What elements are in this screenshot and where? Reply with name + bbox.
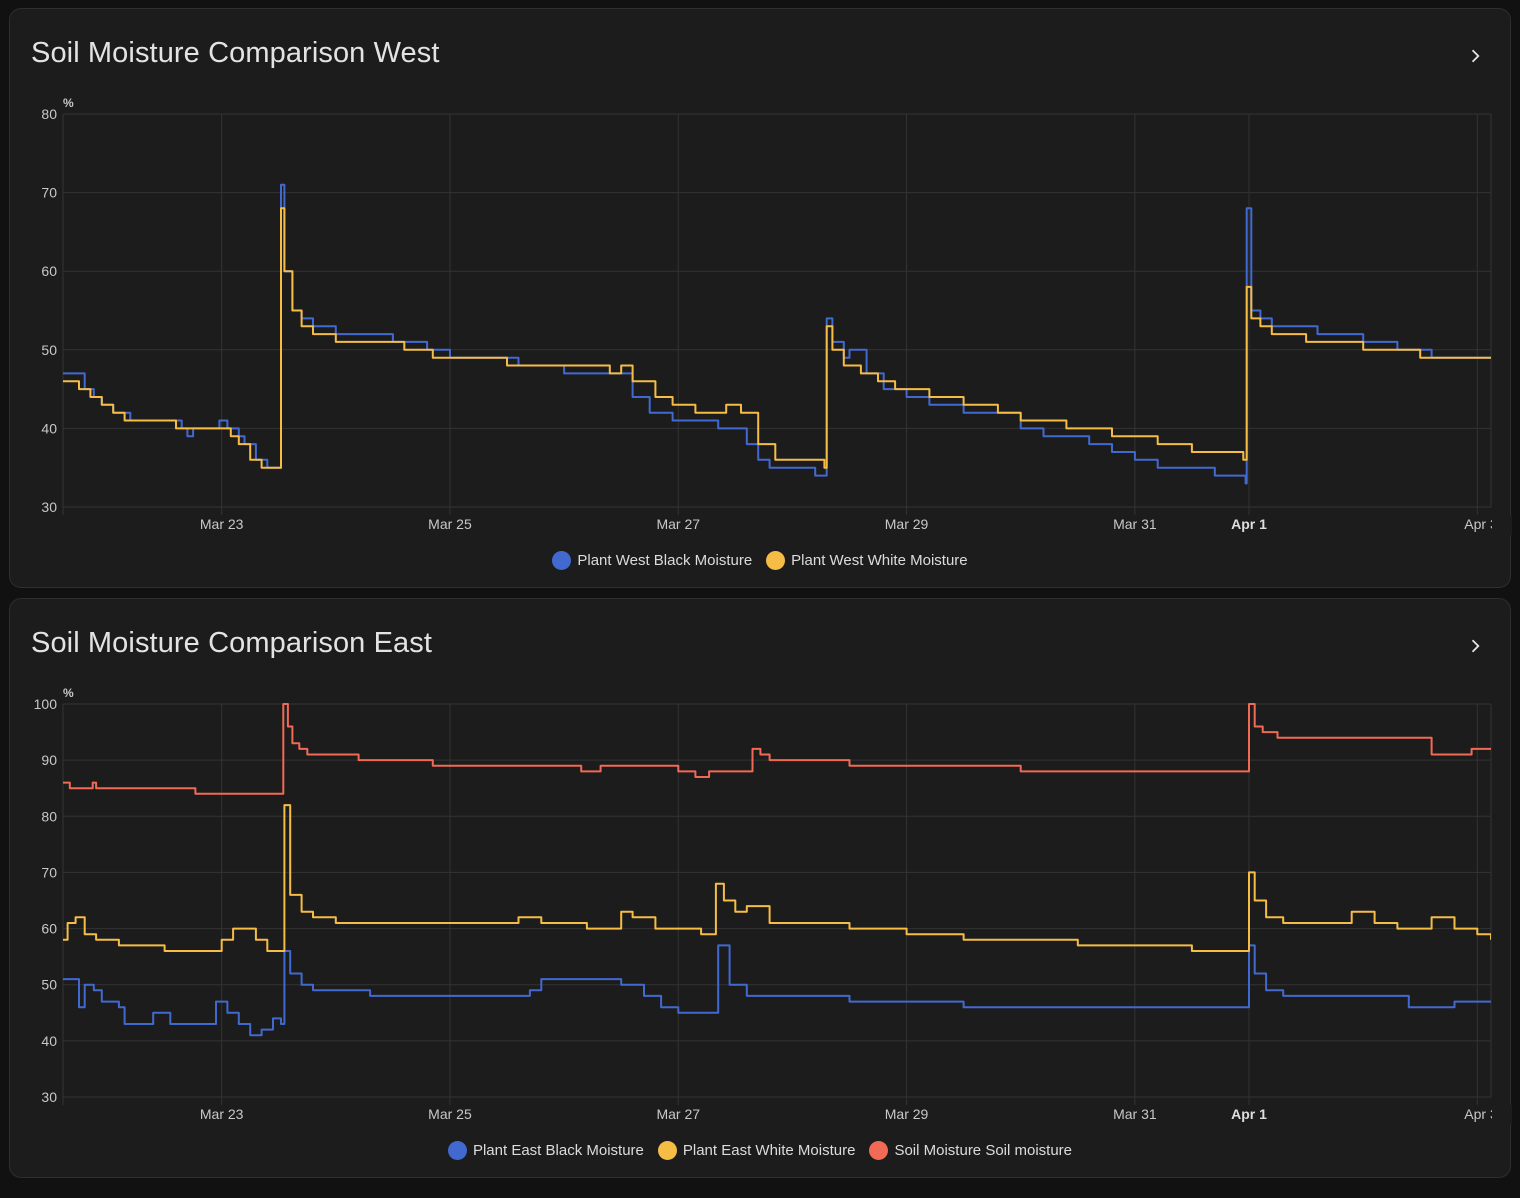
legend-item-plant-west-black[interactable]: Plant West Black Moisture (552, 551, 752, 570)
x-tick-label: Mar 25 (428, 1106, 472, 1122)
y-unit-label: % (63, 686, 74, 700)
legend-label: Plant East Black Moisture (472, 1142, 644, 1159)
x-tick-label: Mar 23 (200, 1106, 244, 1122)
x-tick-label: Mar 27 (656, 1106, 700, 1122)
y-tick-label: 40 (41, 420, 57, 436)
legend-label: Plant West White Moisture (791, 552, 968, 569)
x-tick-label: Apr 3 (1464, 1106, 1498, 1122)
legend-dot-icon (657, 1141, 677, 1160)
y-tick-label: 80 (41, 106, 57, 122)
x-tick-label: Mar 31 (1113, 516, 1157, 532)
legend-dot-icon (869, 1141, 889, 1160)
y-tick-label: 60 (41, 263, 57, 279)
x-tick-label: Mar 25 (428, 516, 472, 532)
line-chart-east: % 30 40 50 60 70 80 90 100 Mar 23 Mar 25 Mar 27 Mar … (34, 686, 1512, 1125)
legend-label: Plant West Black Moisture (577, 552, 753, 569)
legend-item-plant-west-white[interactable]: Plant West White Moisture (766, 551, 968, 570)
series-line-plant-east-black-moisture[interactable] (63, 944, 1491, 1037)
x-tick-label: Apr 1 (1231, 516, 1267, 532)
legend-dot-icon (552, 551, 572, 570)
legend-dot-icon (447, 1141, 467, 1160)
x-tick-label: Mar 29 (885, 516, 929, 532)
label-overflow-mask (1492, 1105, 1512, 1125)
y-tick-label: 30 (41, 1089, 57, 1105)
y-tick-label: 40 (41, 1033, 57, 1049)
y-tick-label: 50 (41, 977, 57, 993)
series-line-plant-west-white-moisture[interactable] (63, 207, 1491, 469)
x-tick-label: Apr 3 (1464, 516, 1498, 532)
card-title: Soil Moisture Comparison East (31, 627, 432, 659)
y-tick-label: 100 (34, 696, 58, 712)
y-tick-label: 70 (41, 185, 57, 201)
card-title: Soil Moisture Comparison West (31, 37, 440, 69)
y-tick-label: 60 (41, 921, 57, 937)
series-line-plant-east-white-moisture[interactable] (63, 804, 1491, 952)
legend-item-plant-east-white[interactable]: Plant East White Moisture (657, 1141, 856, 1160)
legend: Plant West Black Moisture Plant West Whi… (10, 551, 1510, 570)
y-tick-label: 30 (41, 499, 57, 515)
card-soil-moisture-east: Soil Moisture Comparison East % 30 40 50 60 7… (9, 598, 1512, 1178)
y-tick-label: 50 (41, 342, 57, 358)
card-soil-moisture-west: Soil Moisture Comparison West % 30 40 50 60 7… (9, 8, 1512, 588)
chevron-right-icon[interactable] (1464, 635, 1486, 657)
chevron-right-icon[interactable] (1464, 45, 1486, 67)
legend-item-plant-east-black[interactable]: Plant East Black Moisture (447, 1141, 644, 1160)
y-unit-label: % (63, 96, 74, 110)
x-tick-label: Mar 27 (656, 516, 700, 532)
legend-label: Plant East White Moisture (682, 1142, 856, 1159)
x-tick-label: Mar 29 (885, 1106, 929, 1122)
legend: Plant East Black Moisture Plant East Whi… (10, 1141, 1510, 1160)
y-tick-label: 90 (41, 752, 57, 768)
line-chart-west: % 30 40 50 60 70 80 Mar 23 Mar 25 Mar 27 Mar 29 Mar… (41, 96, 1512, 535)
y-tick-label: 70 (41, 864, 57, 880)
series-line-plant-west-black-moisture[interactable] (63, 183, 1491, 485)
legend-item-soil-moisture[interactable]: Soil Moisture Soil moisture (869, 1141, 1072, 1160)
legend-label: Soil Moisture Soil moisture (894, 1142, 1073, 1159)
label-overflow-mask (1492, 515, 1512, 535)
series-line-soil-moisture-soil-moisture[interactable] (63, 703, 1491, 795)
x-tick-label: Mar 23 (200, 516, 244, 532)
x-tick-label: Apr 1 (1231, 1106, 1267, 1122)
x-tick-label: Mar 31 (1113, 1106, 1157, 1122)
y-tick-label: 80 (41, 808, 57, 824)
legend-dot-icon (766, 551, 786, 570)
